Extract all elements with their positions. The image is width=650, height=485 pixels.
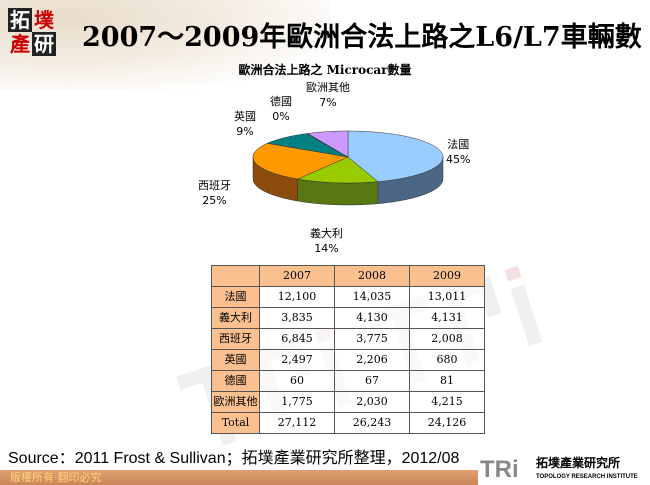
slice-label-france: 法國 45%	[446, 137, 470, 167]
institute-name-en: TOPOLOGY RESEARCH INSTITUTE	[536, 474, 638, 480]
slice-name: 德國	[270, 95, 292, 108]
slice-percent: 9%	[236, 125, 254, 138]
row-header: Total	[211, 412, 260, 434]
table-cell: 6,845	[259, 328, 335, 350]
row-header: 歐洲其他	[211, 391, 260, 413]
pie-slice	[347, 130, 444, 182]
table-cell: 2,206	[334, 349, 410, 371]
table-cell: 24,126	[409, 412, 485, 434]
table-cell: 4,131	[409, 307, 485, 329]
slice-label-uk: 英國 9%	[234, 109, 256, 139]
table-row: Total 27,112 26,243 24,126	[211, 412, 485, 434]
slice-percent: 25%	[202, 194, 227, 207]
table-row: 歐洲其他 1,775 2,030 4,215	[211, 391, 485, 413]
page-title: 2007～2009年歐洲合法上路之L6/L7車輛數	[82, 22, 642, 53]
table-cell: 81	[409, 370, 485, 392]
table-cell: 3,835	[259, 307, 335, 329]
row-header: 西班牙	[211, 328, 260, 350]
column-header: 2007	[259, 265, 335, 287]
data-table: 2007 2008 2009 法國 12,100 14,035 13,011 義大利 3,835…	[211, 265, 485, 434]
table-cell: 13,011	[409, 286, 485, 308]
column-header: 2008	[334, 265, 410, 287]
table-cell: 14,035	[334, 286, 410, 308]
slice-percent: 14%	[314, 242, 339, 255]
footer-logo: TRi 拓墣產業研究所 TOPOLOGY RESEARCH INSTITUTE	[478, 455, 650, 485]
slice-name: 歐洲其他	[306, 81, 350, 94]
column-header	[211, 265, 260, 287]
slice-name: 英國	[234, 110, 256, 123]
row-header: 法國	[211, 286, 260, 308]
logo-char: 拓	[8, 8, 32, 32]
table-cell: 60	[259, 370, 335, 392]
table-row: 法國 12,100 14,035 13,011	[211, 286, 485, 308]
table-cell: 1,775	[259, 391, 335, 413]
slice-label-germany: 德國 0%	[270, 94, 292, 124]
table-cell: 2,030	[334, 391, 410, 413]
institute-name: 拓墣產業研究所	[536, 456, 621, 470]
table-cell: 3,775	[334, 328, 410, 350]
slice-percent: 45%	[446, 153, 471, 166]
table-cell: 4,130	[334, 307, 410, 329]
table-row: 英國 2,497 2,206 680	[211, 349, 485, 371]
slice-label-others: 歐洲其他 7%	[306, 80, 350, 110]
logo-char: 墣	[34, 8, 54, 32]
slice-name: 法國	[447, 138, 470, 151]
pie-slice	[296, 156, 379, 184]
table-row: 西班牙 6,845 3,775 2,008	[211, 328, 485, 350]
slice-name: 西班牙	[198, 179, 231, 192]
slice-label-italy: 義大利 14%	[310, 226, 343, 256]
table-cell: 2,497	[259, 349, 335, 371]
row-header: 英國	[211, 349, 260, 371]
table-row: 義大利 3,835 4,130 4,131	[211, 307, 485, 329]
table-cell: 2,008	[409, 328, 485, 350]
pie-slice	[266, 133, 349, 158]
logo: 拓墣產研	[8, 8, 60, 60]
slice-name: 義大利	[310, 227, 343, 240]
slice-label-spain: 西班牙 25%	[198, 178, 231, 208]
table-cell: 27,112	[259, 412, 335, 434]
slice-percent: 7%	[319, 96, 337, 109]
logo-char: 研	[32, 32, 56, 56]
table-cell: 26,243	[334, 412, 410, 434]
pie-chart	[252, 130, 444, 206]
table-header-row: 2007 2008 2009	[211, 265, 485, 287]
chart-title: 歐洲合法上路之 Microcar數量	[238, 63, 412, 77]
slice-percent: 0%	[272, 110, 290, 123]
table-cell: 4,215	[409, 391, 485, 413]
copyright: 版權所有‧翻印必究	[10, 471, 102, 484]
pie-slice	[306, 130, 349, 158]
table-cell: 12,100	[259, 286, 335, 308]
source-note: Source：2011 Frost & Sullivan；拓墣產業研究所整理，2…	[8, 450, 460, 467]
table-cell: 67	[334, 370, 410, 392]
table-row: 德國 60 67 81	[211, 370, 485, 392]
pie-slice	[252, 143, 349, 180]
row-header: 義大利	[211, 307, 260, 329]
table-cell: 680	[409, 349, 485, 371]
tri-mark: TRi	[480, 456, 519, 483]
logo-char: 產	[10, 32, 30, 56]
column-header: 2009	[409, 265, 485, 287]
row-header: 德國	[211, 370, 260, 392]
